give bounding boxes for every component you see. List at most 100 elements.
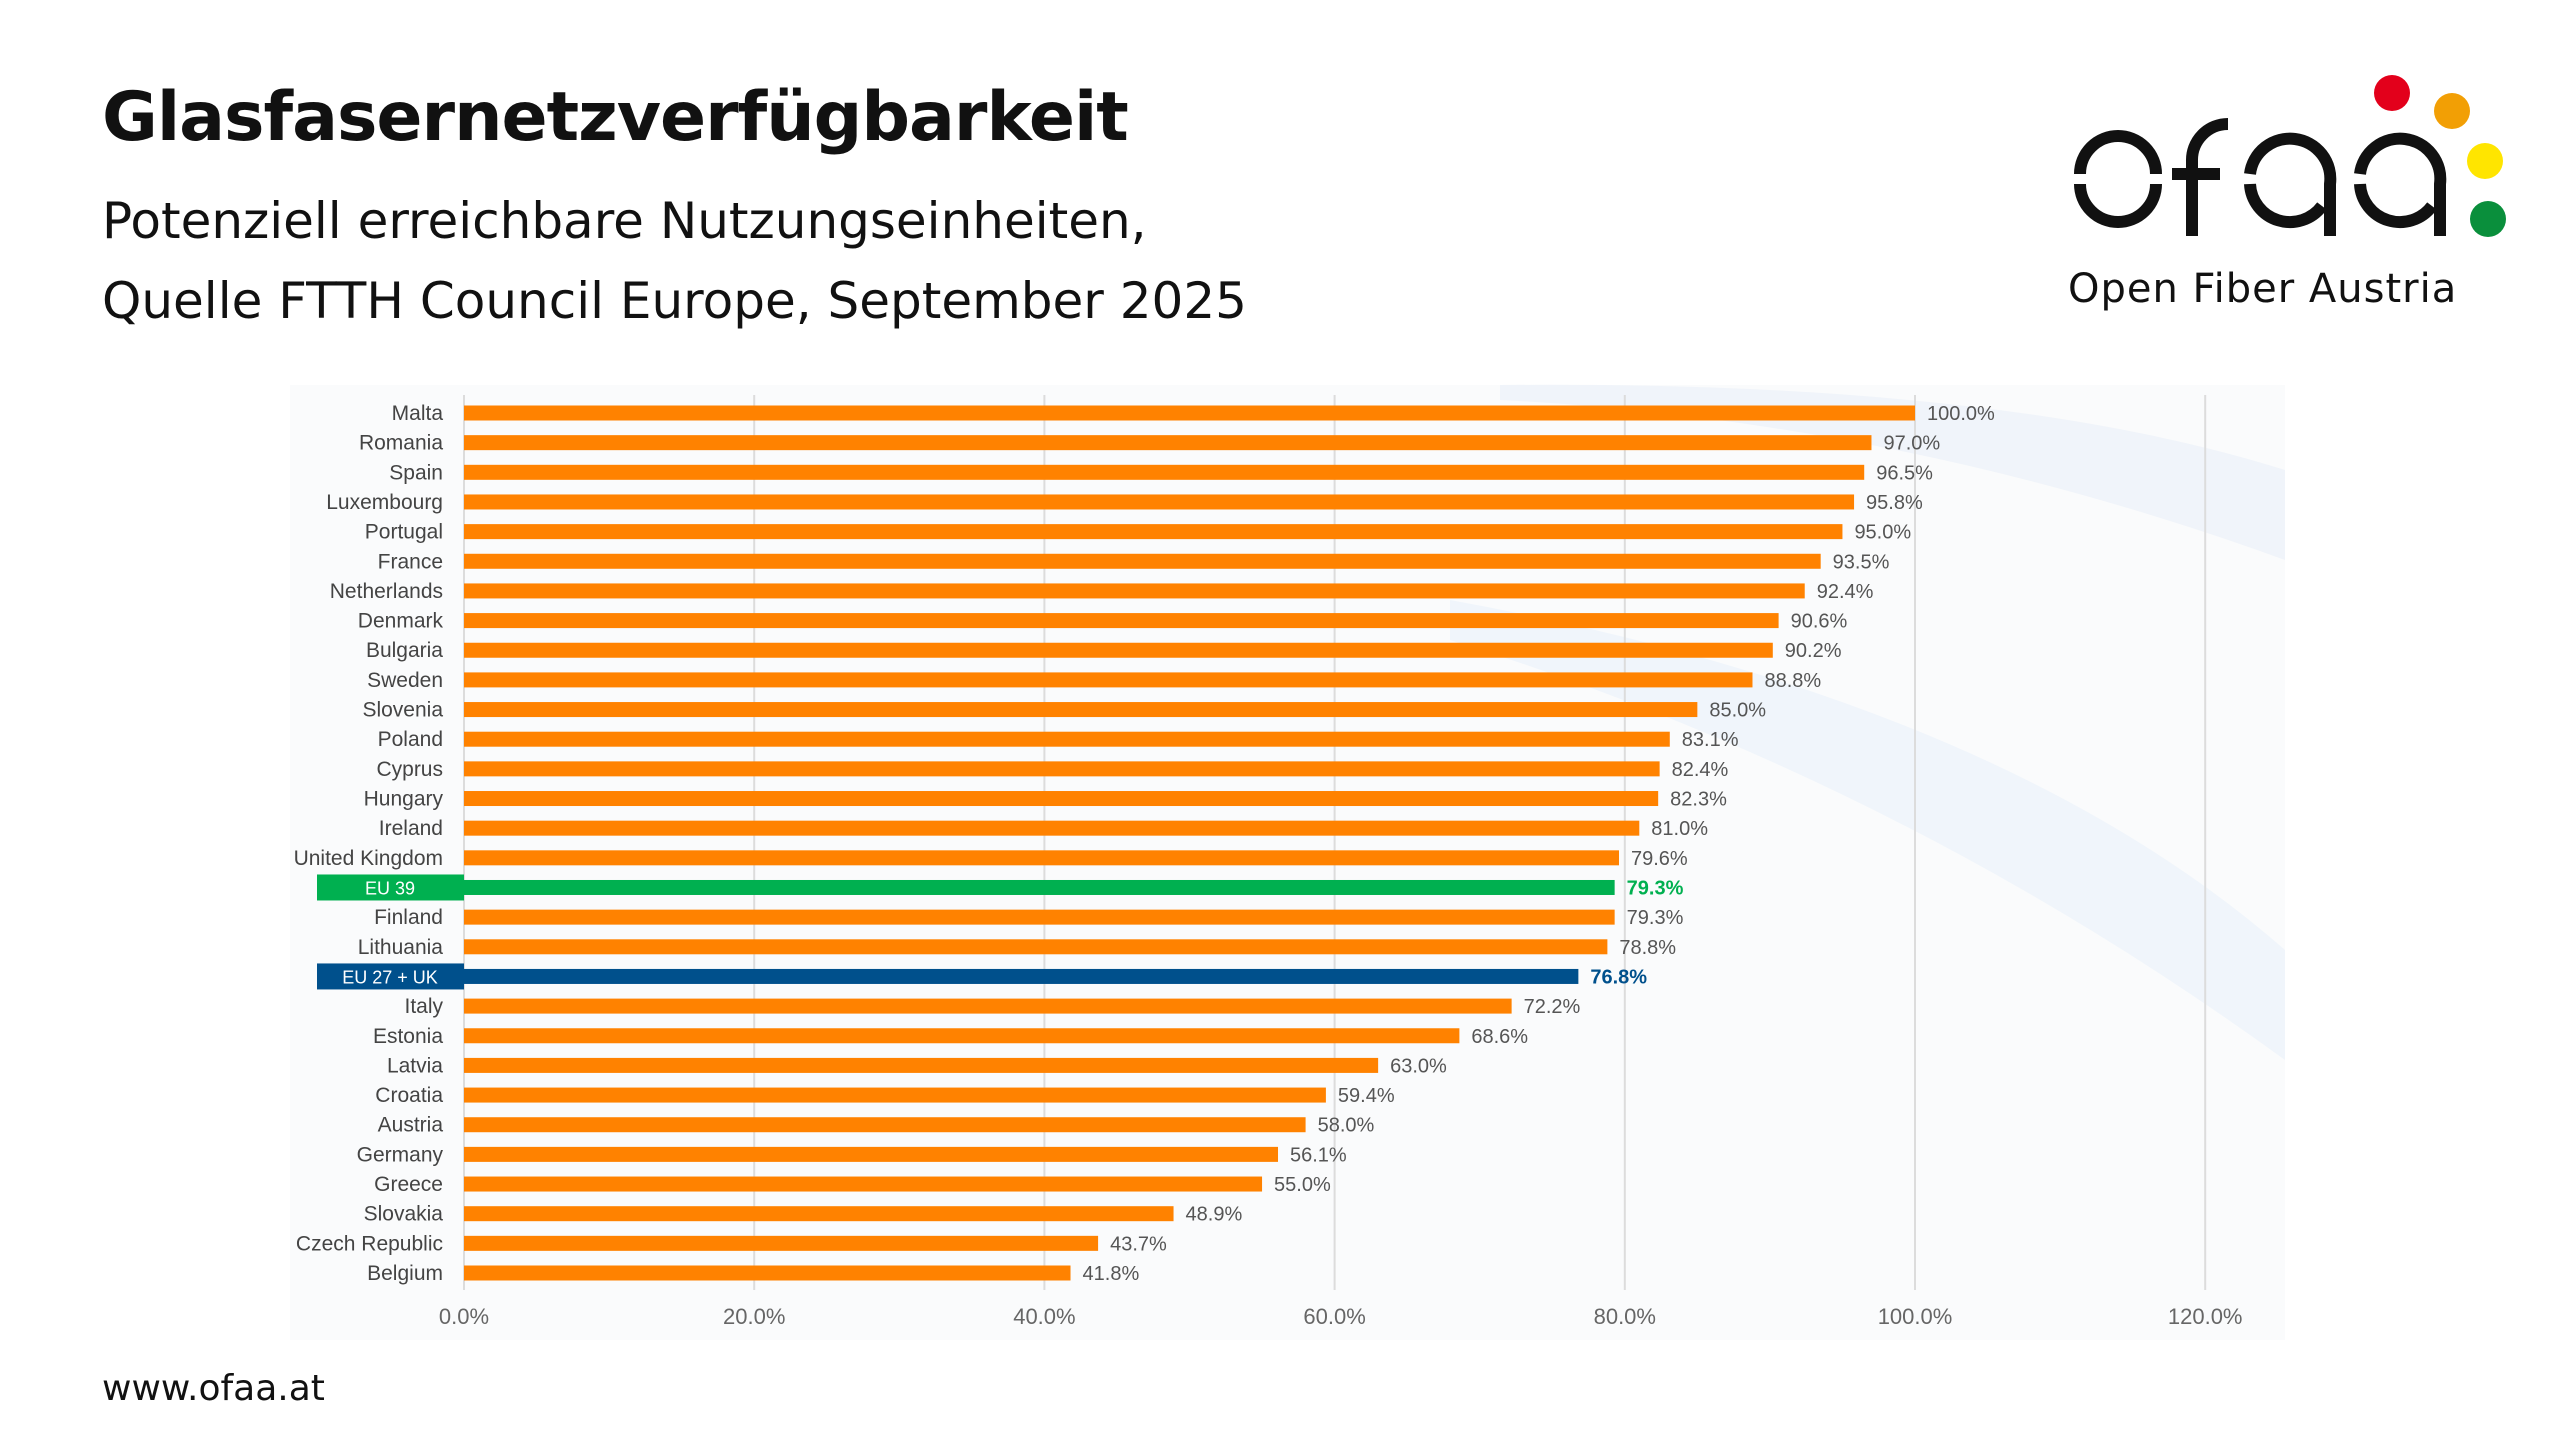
bar [464, 1265, 1071, 1281]
category-label: Slovenia [362, 699, 443, 722]
data-label: 97.0% [1883, 433, 1940, 455]
page-title: Glasfasernetzverfügbarkeit [102, 78, 1129, 157]
data-label: 82.3% [1670, 789, 1727, 811]
data-label: 95.8% [1866, 492, 1923, 514]
bar [464, 761, 1660, 777]
bar [464, 702, 1698, 718]
bar [464, 1057, 1379, 1073]
category-label: Ireland [379, 817, 443, 840]
subtitle-line-1: Potenziell erreichbare Nutzungseinheiten… [102, 192, 1147, 250]
category-highlight [317, 963, 464, 990]
category-label: Germany [357, 1143, 444, 1166]
data-label: 83.1% [1682, 729, 1739, 751]
x-tick-label: 60.0% [1303, 1304, 1365, 1329]
x-tick-label: 40.0% [1013, 1304, 1075, 1329]
category-label: Austria [378, 1114, 444, 1137]
category-label: Romania [359, 432, 443, 455]
bar [464, 672, 1753, 688]
data-label: 43.7% [1110, 1233, 1167, 1255]
bar [464, 791, 1659, 807]
logo-dot-orange [2434, 93, 2470, 129]
bar [464, 939, 1608, 955]
data-label: 90.2% [1785, 640, 1842, 662]
bar [464, 524, 1843, 540]
bar [464, 731, 1670, 747]
data-label: 82.4% [1672, 759, 1729, 781]
category-label: Luxembourg [326, 491, 443, 514]
data-label: 56.1% [1290, 1144, 1347, 1166]
category-label: EU 27 + UK [342, 967, 438, 987]
bar [464, 435, 1872, 451]
bar [464, 820, 1640, 836]
data-label: 68.6% [1471, 1026, 1528, 1048]
category-label: Finland [374, 906, 443, 929]
category-label: Lithuania [358, 936, 444, 959]
data-label: 90.6% [1791, 611, 1848, 633]
data-label: 92.4% [1817, 581, 1874, 603]
category-label: Belgium [367, 1262, 443, 1285]
bar [464, 613, 1779, 629]
logo-dot-red [2374, 75, 2410, 111]
category-label: Denmark [358, 610, 444, 633]
bar [464, 494, 1855, 510]
category-label: Greece [374, 1173, 443, 1196]
data-label: 41.8% [1083, 1263, 1140, 1285]
bar [464, 1235, 1099, 1251]
x-tick-label: 120.0% [2168, 1304, 2243, 1329]
footer-url[interactable]: www.ofaa.at [102, 1368, 325, 1409]
category-label: France [378, 550, 443, 573]
category-label: United Kingdom [294, 847, 443, 870]
data-label: 81.0% [1651, 818, 1708, 840]
data-label: 48.9% [1186, 1204, 1243, 1226]
data-label: 55.0% [1274, 1174, 1331, 1196]
x-tick-label: 0.0% [439, 1304, 489, 1329]
data-label: 79.3% [1627, 877, 1684, 899]
data-label: 63.0% [1390, 1055, 1447, 1077]
logo-tagline: Open Fiber Austria [2068, 266, 2458, 312]
category-label: Poland [378, 728, 443, 751]
bar [464, 968, 1579, 984]
bar [464, 405, 1915, 421]
data-label: 79.6% [1631, 848, 1688, 870]
ofaa-logo [2074, 75, 2506, 237]
category-label: Italy [404, 995, 443, 1018]
category-label: Portugal [365, 521, 443, 544]
category-label: Latvia [387, 1054, 443, 1077]
bar [464, 850, 1619, 866]
category-label: Czech Republic [296, 1232, 443, 1255]
category-label: Bulgaria [366, 639, 443, 662]
bar [464, 583, 1805, 599]
data-label: 59.4% [1338, 1085, 1395, 1107]
category-highlight [317, 874, 464, 901]
subtitle-line-2: Quelle FTTH Council Europe, September 20… [102, 272, 1247, 330]
bar [464, 1028, 1460, 1044]
category-label: EU 39 [365, 878, 415, 898]
x-tick-label: 100.0% [1878, 1304, 1953, 1329]
bar [464, 1087, 1326, 1103]
category-label: Cyprus [376, 758, 443, 781]
x-tick-label: 80.0% [1594, 1304, 1656, 1329]
logo-dot-yellow [2467, 143, 2503, 179]
bar [464, 998, 1512, 1014]
category-label: Slovakia [364, 1203, 444, 1226]
data-label: 85.0% [1709, 700, 1766, 722]
category-label: Hungary [364, 788, 444, 811]
data-label: 100.0% [1927, 403, 1995, 425]
data-label: 79.3% [1627, 907, 1684, 929]
category-label: Netherlands [330, 580, 443, 603]
bar [464, 642, 1773, 658]
data-label: 88.8% [1764, 670, 1821, 692]
data-label: 76.8% [1590, 966, 1647, 988]
data-label: 96.5% [1876, 462, 1933, 484]
bar [464, 1117, 1306, 1133]
bar [464, 909, 1615, 925]
category-label: Spain [389, 461, 443, 484]
bar [464, 1146, 1279, 1162]
bar [464, 1206, 1174, 1222]
background-swoosh [1500, 384, 2285, 560]
bar [464, 1176, 1263, 1192]
bar [464, 879, 1615, 895]
data-label: 58.0% [1318, 1115, 1375, 1137]
logo-dot-green [2470, 201, 2506, 237]
